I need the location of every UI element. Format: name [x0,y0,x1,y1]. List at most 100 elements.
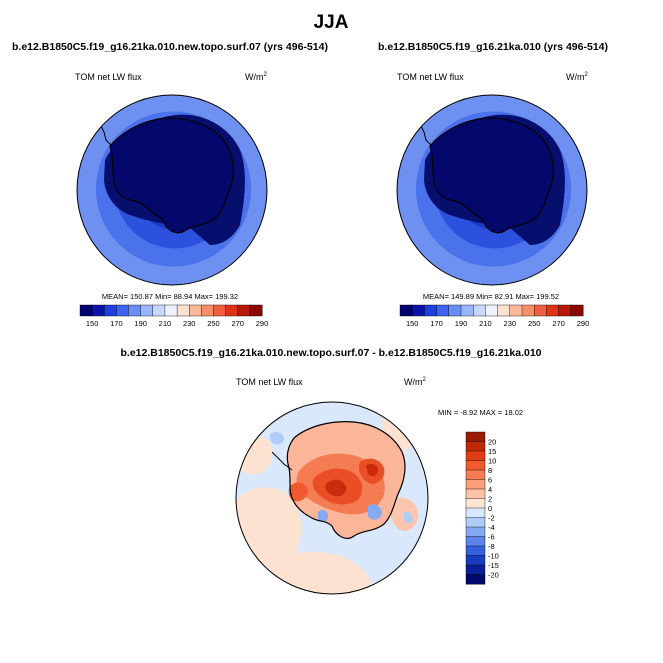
colorbar-cell [465,488,486,500]
units-base: W/m [404,377,423,387]
panel-top-left: b.e12.B1850C5.f19_g16.21ka.010.new.topo.… [12,41,328,328]
units-label-top-left: W/m2 [245,72,268,82]
cool-patch-2 [318,509,328,523]
colorbar-tick-label: 15 [488,447,496,456]
colorbar-cell [188,304,202,317]
colorbar-cell [164,304,178,317]
colorbar-tick-label: -10 [488,552,499,561]
peninsula-difference [271,451,293,471]
map-border-top-left [76,94,268,286]
colorbar-tick-label: -4 [488,523,495,532]
variable-label-top-left: TOM net LW flux [75,72,142,82]
colorbar-tick-label: 0 [488,504,492,513]
colorbar-cell [465,555,486,566]
colorbar-tick-label: 150 [406,319,419,328]
colorbar-cell [412,304,425,317]
colorbar-cell [140,304,154,317]
colorbar-cell [465,479,486,490]
peninsula-top-right [420,125,433,147]
colorbar-tick-label: 10 [488,457,496,466]
colorbar-cell [465,545,486,557]
panel-difference: b.e12.B1850C5.f19_g16.21ka.010.new.topo.… [120,347,542,595]
colorbar-tick-label: 210 [159,319,172,328]
colorbar-cell [399,304,413,317]
colorbar-cell [152,304,166,317]
units-label-difference: W/m2 [404,377,427,387]
colorbar-cell [465,469,486,481]
colorbar-cell [225,304,239,317]
colorbar-tick-label: -6 [488,533,495,542]
colorbar-cell [465,517,486,528]
colorbar-tick-label: 170 [110,319,123,328]
panel-top-right: b.e12.B1850C5.f19_g16.21ka.010 (yrs 496-… [378,41,608,328]
units-base: W/m [245,72,264,82]
colorbar-tick-label: 8 [488,466,492,475]
colorbar-cell [465,450,486,462]
units-label-top-right: W/m2 [566,72,589,82]
panel-title-top-right: b.e12.B1850C5.f19_g16.21ka.010 (yrs 496-… [378,41,608,53]
colorbar-tick-label: 270 [552,319,565,328]
colorbar-cell [465,536,486,547]
colorbar-cell [509,304,523,317]
colorbar-tick-label: 170 [430,319,443,328]
colorbar-cell [521,304,535,317]
colorbar-cell [91,304,105,317]
colorbar-cell [473,304,486,317]
colorbar-cell [546,304,560,317]
figure-title: JJA [314,12,349,33]
colorbar-cell [176,304,190,317]
colorbar-tick-label: 6 [488,476,492,485]
colorbar-top-left: 150 170 190 210 230 250 270 290 [79,304,269,328]
colorbar-cell [460,304,474,317]
variable-label-top-right: TOM net LW flux [397,72,464,82]
colorbar-cell [570,304,584,317]
map-border-top-right [396,94,588,286]
cool-patch-1 [368,504,382,520]
map-difference [236,402,428,594]
colorbar-tick-label: 230 [183,319,196,328]
colorbar-top-right: 150 170 190 210 230 250 270 290 [399,304,589,328]
map-top-left [77,95,267,285]
colorbar-tick-label: 190 [134,319,147,328]
colorbar-cell [424,304,438,317]
colorbar-tick-label: 290 [256,319,269,328]
colorbar-cell [237,304,251,317]
colorbar-tick-label: 190 [455,319,468,328]
colorbar-cell [104,304,117,317]
colorbar-tick-label: 150 [86,319,99,328]
units-base: W/m [566,72,585,82]
anomaly-west [288,482,308,502]
colorbar-cell [465,460,486,471]
colorbar-cell [213,304,227,317]
units-exp: 2 [423,377,427,383]
colorbar-cell [485,304,499,317]
colorbar-cell [465,431,486,443]
cool-patch-4 [403,511,413,524]
colorbar-cell [201,304,214,317]
colorbar-tick-label: 250 [207,319,220,328]
colorbar-tick-label: 4 [488,485,492,494]
stats-difference: MIN = -8.92 MAX = 18.02 [438,408,523,417]
colorbar-cell [116,304,130,317]
colorbar-cell [465,507,486,519]
colorbar-tick-label: 210 [479,319,492,328]
anomaly-core-5 [366,463,378,477]
anomaly-core-4 [325,479,347,497]
panel-title-top-left: b.e12.B1850C5.f19_g16.21ka.010.new.topo.… [12,41,328,53]
colorbar-cell [448,304,462,317]
map-top-right [397,95,587,285]
stats-top-left: MEAN= 150.87 Min= 88.94 Max= 199.32 [102,292,238,301]
colorbar-cell [558,304,572,317]
colorbar-cell [79,304,93,317]
colorbar-tick-label: 230 [504,319,517,328]
colorbar-tick-label: -20 [488,571,499,580]
colorbar-tick-label: 250 [528,319,541,328]
colorbar-cell [436,304,450,317]
colorbar-cell [534,304,547,317]
cool-patch-3 [270,432,284,445]
colorbar-tick-label: 270 [231,319,244,328]
colorbar-cell [497,304,511,317]
units-exp: 2 [585,72,589,78]
